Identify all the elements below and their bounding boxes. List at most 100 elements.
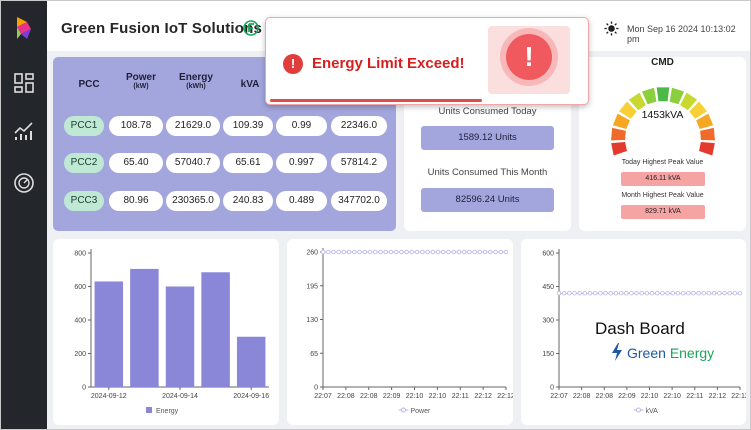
data-point (701, 291, 706, 296)
data-point (331, 249, 336, 255)
pcc3-label[interactable]: PCC3 (64, 191, 104, 211)
data-point (472, 249, 477, 255)
data-point (414, 249, 420, 255)
data-point (649, 291, 655, 296)
power-line-chart: 0 65 130 195 260 22:07 22:08 22:08 22:09 22:10 22:… (306, 248, 513, 415)
data-point (613, 291, 619, 296)
data-point (420, 249, 425, 255)
dashboard-title: Dash Board (595, 319, 685, 338)
pcc-header: PCC (78, 79, 100, 90)
table-cell: 230365.0 (166, 191, 220, 211)
dashboard-icon[interactable] (12, 71, 36, 95)
x-tick-label: 2024-09-12 (91, 393, 127, 400)
data-point (691, 291, 696, 296)
x-tick-label: 22:08 (337, 393, 355, 400)
data-point (488, 249, 493, 255)
sun-icon[interactable] (604, 21, 619, 36)
x-tick-label: 22:07 (550, 393, 568, 400)
x-tick-label: 22:11 (686, 393, 703, 400)
data-point (732, 291, 738, 296)
bar (201, 272, 230, 387)
table-cell: 57040.7 (166, 153, 220, 173)
x-tick-label: 22:08 (360, 393, 378, 400)
table-cell: 80.96 (109, 191, 163, 211)
data-point (456, 249, 462, 255)
table-cell: 0.99 (276, 116, 327, 136)
data-point (378, 249, 383, 255)
app-logo-icon (17, 17, 31, 39)
month-peak-label: Month Highest Peak Value (621, 192, 704, 199)
data-point (587, 291, 593, 296)
alert-timer-bar (270, 99, 482, 102)
data-point (404, 249, 409, 255)
data-point (561, 291, 567, 296)
app-title: Green Fusion IoT Solutions (61, 20, 263, 37)
y-tick-label: 0 (314, 385, 318, 392)
cmd-value: 1453kVA (641, 109, 684, 121)
data-point (503, 249, 509, 255)
x-tick-label: 22:10 (406, 393, 424, 400)
analytics-icon[interactable] (12, 119, 36, 143)
x-tick-label: 22:10 (641, 393, 659, 400)
x-tick-label: 2024-09-16 (233, 393, 269, 400)
data-point (357, 249, 362, 255)
data-point (577, 291, 582, 296)
x-tick-label: 22:09 (383, 393, 401, 400)
x-tick-label: 22:07 (314, 393, 332, 400)
y-tick-label: 600 (542, 251, 554, 258)
data-point (362, 249, 368, 255)
x-tick-label: 22:09 (618, 393, 636, 400)
meter-icon[interactable] (12, 171, 36, 195)
lightning-icon (612, 343, 622, 361)
y-tick-label: 65 (310, 351, 318, 358)
y-tick-label: 450 (542, 284, 554, 291)
data-point (608, 291, 613, 296)
cmd-card: CMD 1453kVA Today Highest Peak Value 416… (579, 57, 746, 231)
data-point (639, 291, 644, 296)
alert-message: Energy Limit Exceed! (312, 55, 465, 72)
y-tick-label: 130 (306, 317, 318, 324)
data-point (737, 291, 743, 296)
data-point (498, 249, 503, 255)
data-point (680, 291, 686, 296)
gauge-segment (611, 127, 626, 141)
units-month-value: 82596.24 Units (421, 188, 554, 212)
alert-exclamation-icon: ! (283, 54, 303, 74)
data-point (399, 249, 404, 255)
data-point (618, 291, 624, 296)
y-tick-label: 200 (74, 351, 86, 358)
data-point (624, 291, 629, 296)
units-month-label: Units Consumed This Month (427, 167, 548, 178)
data-point (482, 249, 488, 255)
dashboard-brand: Dash Board Green Energy (595, 319, 714, 361)
gauge-segment (669, 87, 685, 105)
table-cell: 65.40 (109, 153, 163, 173)
data-point (388, 249, 394, 255)
data-point (435, 249, 441, 255)
data-point (572, 291, 577, 296)
y-tick-label: 150 (542, 351, 554, 358)
pcc2-label[interactable]: PCC2 (64, 153, 104, 173)
pcc1-label[interactable]: PCC1 (64, 116, 104, 136)
data-point (598, 291, 603, 296)
energy-limit-alert[interactable]: ! Energy Limit Exceed! ! (265, 17, 589, 105)
kva-header: kVA (240, 79, 260, 90)
table-cell: 22346.0 (331, 116, 387, 136)
data-point (582, 291, 588, 296)
gauge-segment (689, 101, 707, 119)
y-tick-label: 0 (82, 385, 86, 392)
data-point (446, 249, 451, 255)
data-point (665, 291, 670, 296)
data-point (493, 249, 498, 255)
x-tick-label: 22:12 (731, 393, 746, 400)
data-point (660, 291, 665, 296)
data-point (727, 291, 732, 296)
gauge-segment (611, 142, 627, 156)
gauge-segment (699, 142, 715, 156)
alert-large-exclamation-icon: ! (506, 34, 552, 80)
data-point (655, 291, 660, 296)
data-point (409, 249, 415, 255)
table-cell: 240.83 (223, 191, 273, 211)
data-point (326, 249, 331, 255)
